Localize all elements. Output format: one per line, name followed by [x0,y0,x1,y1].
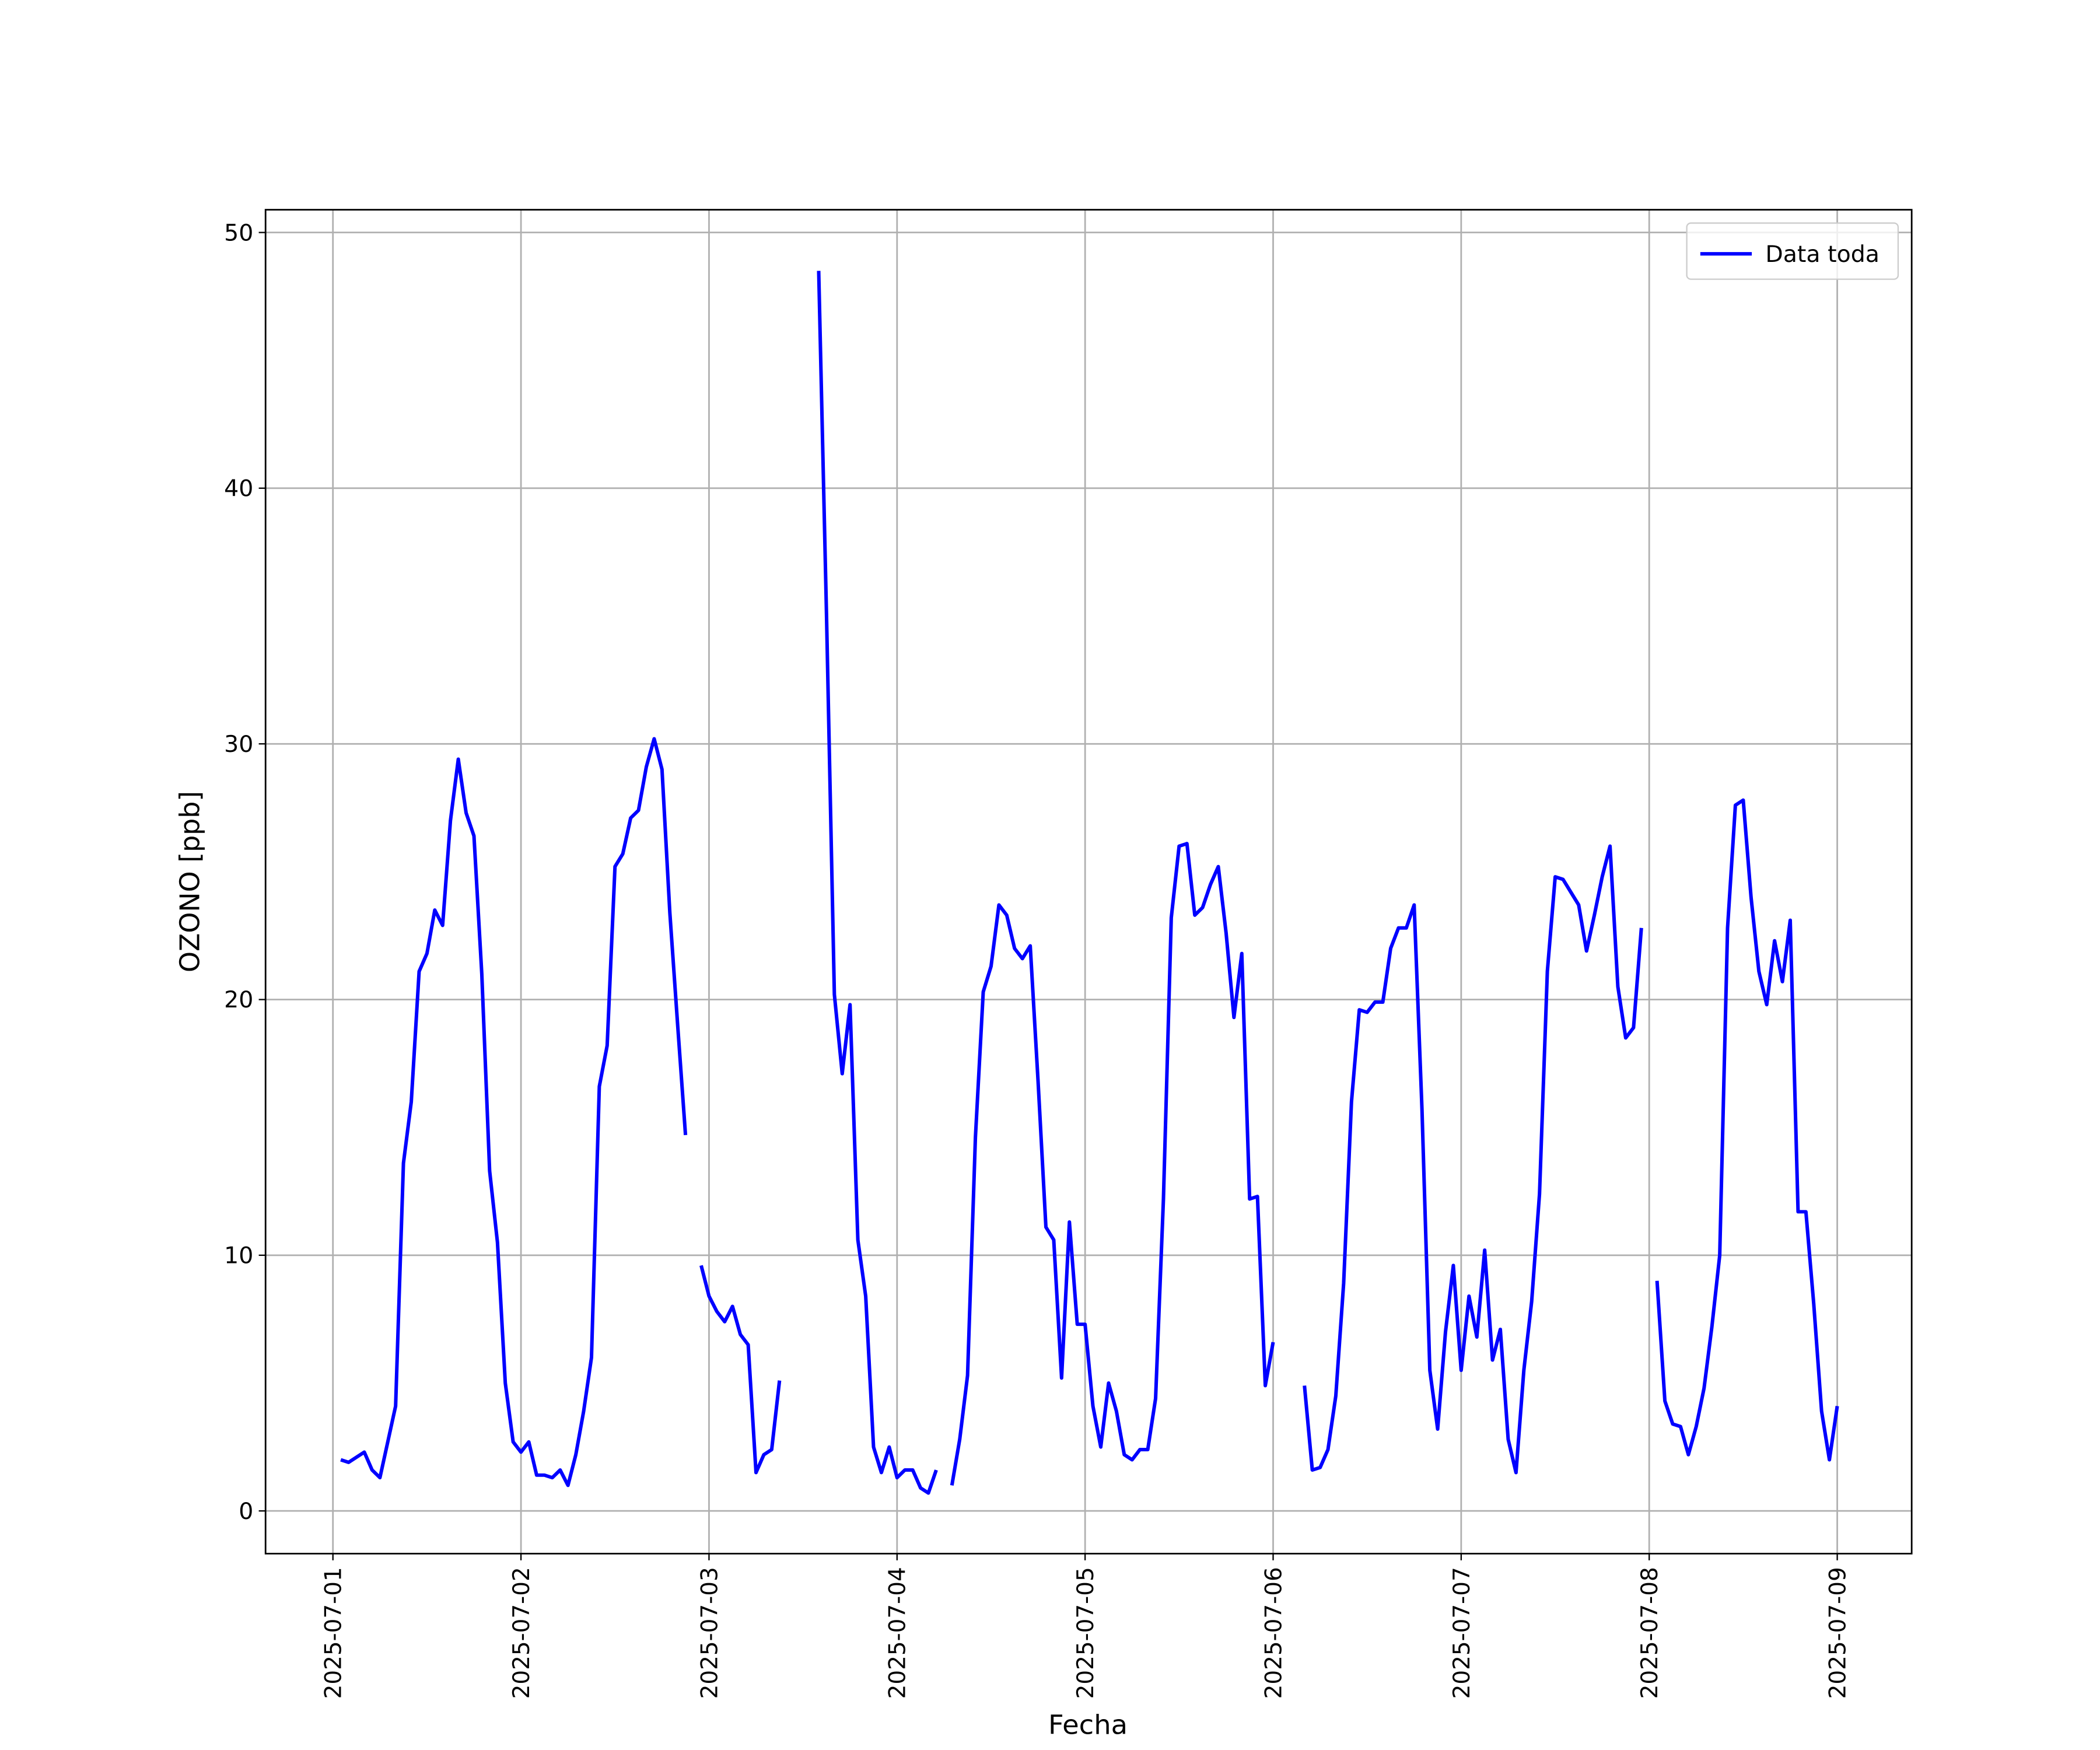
y-tick-label: 40 [224,476,253,502]
legend-box [1686,222,1899,280]
x-tick-label: 2025-07-03 [696,1567,723,1699]
plot-frame [264,209,1913,1555]
data-line [340,271,1839,1495]
y-axis-label: OZONO [ppb] [174,791,205,972]
x-tick-label: 2025-07-07 [1449,1567,1475,1699]
x-tick-label: 2025-07-05 [1073,1567,1099,1699]
legend-label: Data toda [1765,242,1880,268]
y-tick-label: 10 [224,1243,253,1269]
y-tick-label: 30 [224,732,253,758]
y-tick-label: 50 [224,220,253,247]
x-tick-label: 2025-07-08 [1637,1567,1663,1699]
x-tick-label: 2025-07-02 [509,1567,535,1699]
x-tick-label: 2025-07-06 [1261,1567,1287,1699]
y-tick-label: 20 [224,988,253,1014]
x-tick-label: 2025-07-01 [320,1567,346,1699]
y-tick-label: 0 [239,1499,253,1525]
x-axis-label: Fecha [1048,1709,1128,1741]
x-tick-label: 2025-07-04 [884,1567,911,1699]
x-tick-label: 2025-07-09 [1825,1567,1851,1699]
